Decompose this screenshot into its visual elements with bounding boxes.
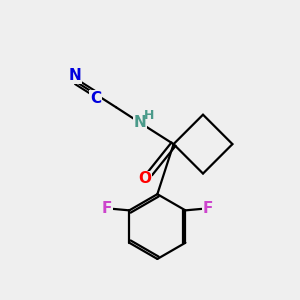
Text: N: N xyxy=(68,68,81,83)
Text: F: F xyxy=(101,201,112,216)
Text: C: C xyxy=(90,91,101,106)
Text: N: N xyxy=(133,115,146,130)
Text: O: O xyxy=(138,171,151,186)
Text: H: H xyxy=(144,109,154,122)
Text: F: F xyxy=(203,201,213,216)
